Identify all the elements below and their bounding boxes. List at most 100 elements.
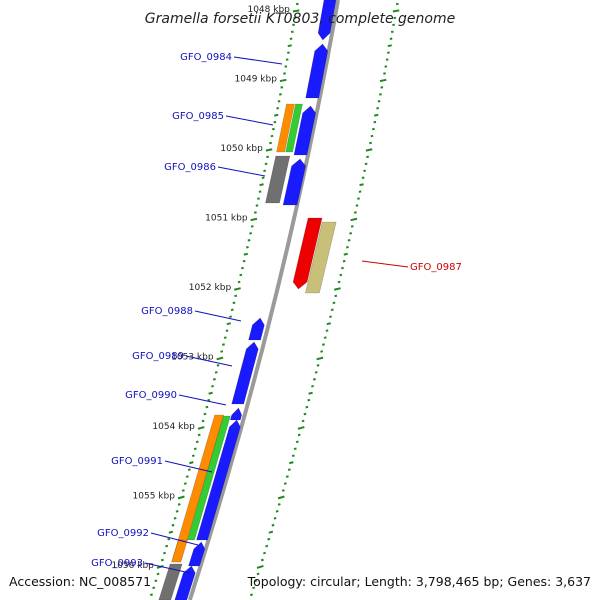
gene-leader-line: [217, 166, 266, 177]
gene-cds: [248, 317, 265, 341]
inner-tick: [263, 169, 267, 173]
inner-tick: [171, 523, 175, 527]
kbp-tick-label: 1054 kbp: [152, 422, 195, 432]
outer-tick: [305, 405, 309, 409]
outer-tick: [303, 412, 307, 416]
inner-tick: [187, 468, 191, 471]
inner-tick: [197, 426, 205, 430]
gene-cds: [293, 105, 317, 156]
gene-gray: [158, 563, 183, 600]
inner-tick: [193, 447, 197, 451]
outer-tick: [291, 454, 295, 458]
inner-tick: [261, 176, 265, 179]
gene-leader-line: [194, 310, 242, 322]
outer-tick: [307, 398, 311, 402]
outer-tick: [263, 551, 267, 555]
inner-tick: [239, 273, 243, 277]
inner-tick: [168, 530, 174, 534]
outer-tick: [316, 364, 320, 367]
inner-tick: [165, 544, 169, 548]
gene-leader-line: [150, 532, 199, 546]
inner-tick: [175, 510, 179, 513]
gene-label: GFO_0985: [172, 111, 224, 122]
backbone-layer: [187, 0, 340, 600]
inner-tick: [163, 551, 167, 555]
gene-cds: [174, 565, 196, 600]
outer-tick: [341, 266, 344, 270]
gene-cds: [196, 419, 241, 541]
inner-tick: [250, 225, 254, 228]
inner-tick: [234, 294, 238, 298]
outer-tick: [273, 516, 277, 520]
gene-label: GFO_0987: [410, 262, 462, 273]
tick-layer: [149, 2, 400, 597]
outer-tick: [349, 232, 353, 235]
outer-tick: [281, 489, 285, 492]
inner-tick: [189, 461, 194, 465]
outer-tick: [275, 510, 279, 513]
gene-cds: [305, 43, 329, 99]
outer-tick: [332, 301, 336, 305]
gene-rrna_orange: [171, 539, 188, 563]
outer-tick: [267, 537, 271, 541]
kbp-tick-label: 1055 kbp: [133, 492, 176, 502]
inner-tick: [160, 558, 164, 562]
inner-tick: [197, 433, 201, 437]
kbp-tick-label: 1048 kbp: [247, 5, 290, 15]
inner-tick: [156, 564, 164, 569]
outer-tick: [365, 148, 373, 152]
gene-red: [292, 217, 323, 290]
inner-tick: [237, 280, 241, 284]
outer-tick: [355, 204, 359, 207]
outer-tick: [297, 426, 305, 430]
inner-tick: [183, 482, 187, 485]
inner-tick: [208, 391, 213, 395]
outer-tick: [329, 315, 332, 319]
gene-rrna_orange: [276, 103, 295, 153]
kbp-tick-label: 1049 kbp: [235, 75, 278, 85]
gene-leader-line: [225, 115, 274, 126]
outer-tick: [256, 572, 260, 576]
inner-tick: [233, 287, 241, 291]
outer-tick: [326, 322, 332, 326]
outer-tick: [312, 378, 316, 381]
inner-tick: [245, 245, 249, 249]
outer-tick: [350, 217, 358, 222]
outer-tick: [350, 225, 354, 228]
outer-tick: [337, 280, 341, 284]
outer-tick: [252, 586, 256, 590]
outer-tick: [323, 336, 327, 339]
inner-tick: [255, 204, 259, 207]
gene-leader-line: [361, 260, 409, 268]
inner-tick: [177, 495, 185, 500]
inner-tick: [230, 308, 234, 312]
inner-tick: [274, 113, 279, 117]
gene-rrna_green: [187, 415, 231, 541]
backbone-line: [187, 0, 340, 600]
outer-tick: [311, 384, 314, 388]
gene-label-layer: GFO_0984 GFO_0985 GFO_0986 GFO_0987 GFO_0988…: [91, 52, 462, 574]
outer-tick: [334, 294, 338, 298]
inner-tick: [257, 197, 260, 200]
gene-label: GFO_0984: [180, 52, 232, 63]
page-title: Gramella forsetii KT0803, complete genom…: [145, 11, 455, 27]
outer-tick: [353, 211, 357, 214]
gene-cds: [231, 341, 259, 405]
inner-tick: [258, 190, 262, 193]
inner-tick: [250, 217, 258, 222]
outer-tick: [357, 197, 360, 200]
inner-tick: [214, 371, 218, 374]
inner-tick: [152, 586, 156, 590]
outer-tick: [271, 523, 275, 527]
outer-tick: [277, 503, 281, 506]
inner-tick: [185, 475, 189, 478]
outer-tick: [285, 475, 289, 478]
outer-tick: [265, 544, 269, 548]
gene-cds: [229, 407, 243, 421]
accession-text: Accession: NC_008571: [9, 574, 151, 589]
inner-tick: [241, 266, 244, 270]
outer-tick: [260, 558, 264, 562]
outer-tick: [369, 141, 372, 145]
outer-tick: [359, 183, 364, 187]
topology-text: Topology: circular; Length: 3,798,465 bp…: [247, 574, 591, 589]
